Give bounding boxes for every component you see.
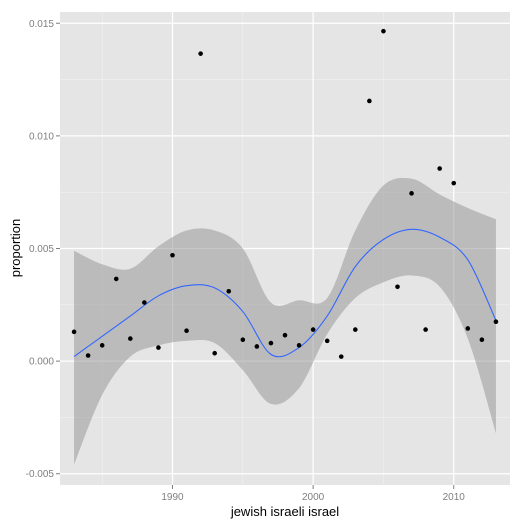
data-point (395, 284, 400, 290)
data-point (324, 338, 330, 344)
data-point (409, 191, 414, 196)
data-points (71, 28, 499, 359)
data-point (142, 300, 147, 305)
data-point (254, 344, 260, 349)
data-point (465, 326, 471, 331)
data-point (113, 276, 119, 282)
confidence-band (74, 177, 496, 465)
data-point (423, 327, 428, 332)
x-tick-label: 2000 (302, 492, 325, 503)
data-point (128, 336, 133, 341)
data-point (184, 328, 189, 334)
data-point (493, 319, 499, 325)
data-point (310, 327, 316, 332)
data-point (353, 327, 358, 332)
y-axis-title: proportion (8, 219, 23, 278)
y-tick-label: 0.000 (29, 357, 54, 368)
smooth-fit-line (73, 228, 497, 358)
confidence-band-area (74, 177, 496, 465)
y-tick-label: 0.005 (29, 244, 54, 255)
data-point (367, 98, 372, 104)
data-point (479, 337, 485, 343)
data-point (198, 51, 203, 56)
y-tick-label: -0.005 (26, 469, 55, 480)
data-point (226, 288, 232, 294)
x-tick-label: 2010 (443, 492, 466, 503)
data-point (437, 166, 442, 171)
data-point (381, 28, 386, 34)
data-point (99, 343, 105, 348)
data-point (212, 350, 217, 356)
smooth-line (73, 228, 497, 358)
data-point (268, 340, 274, 346)
y-tick-label: 0.010 (29, 131, 54, 142)
x-tick-label: 1990 (161, 492, 184, 503)
x-axis-title: jewish israeli israel (230, 504, 339, 519)
data-point (296, 343, 302, 348)
x-axis: 1990 2000 2010 (161, 485, 465, 503)
data-point (338, 354, 344, 359)
data-point (156, 345, 161, 350)
data-point (282, 332, 288, 338)
y-axis: -0.005 0.000 0.005 0.010 0.015 (26, 19, 60, 480)
data-point (451, 180, 457, 186)
y-tick-label: 0.015 (29, 19, 54, 30)
data-point (170, 252, 175, 258)
data-point (85, 353, 91, 358)
data-point (240, 337, 246, 343)
data-point (71, 329, 77, 335)
